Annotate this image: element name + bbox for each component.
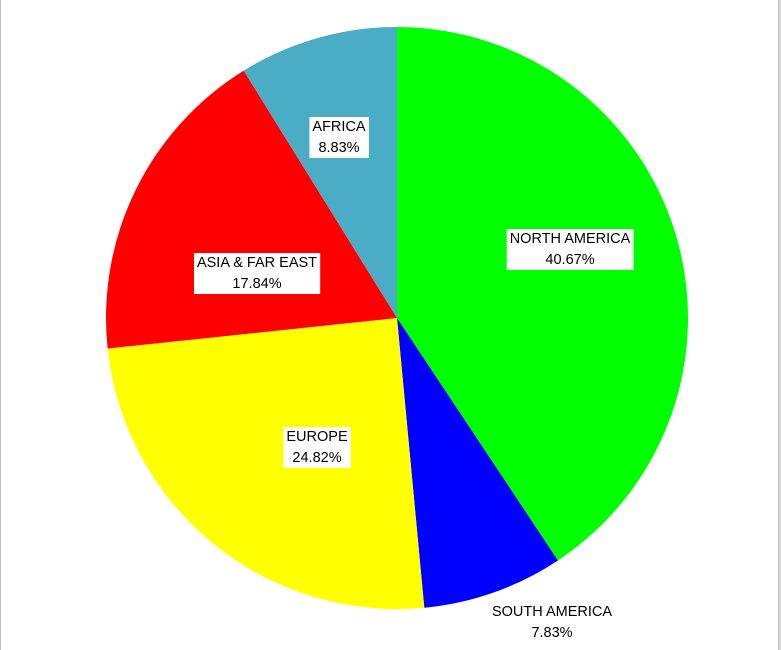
label-box-north-america [506,229,634,270]
label-box-asia-far-east [194,253,321,294]
data-label-north-america: NORTH AMERICA 40.67% [506,229,634,270]
pie-slice-asia-far-east [106,70,398,349]
pie-slice-north-america [397,27,688,561]
slice-label-africa: AFRICA [312,119,366,135]
data-label-africa: AFRICA 8.83% [309,117,369,158]
label-box-europe [283,427,351,468]
slice-label-asia-far-east: ASIA & FAR EAST [197,255,317,271]
slice-value-africa: 8.83% [318,140,359,156]
slice-label-north-america: NORTH AMERICA [510,231,631,247]
slice-value-north-america: 40.67% [545,252,594,268]
slice-label-south-america: SOUTH AMERICA [492,604,612,620]
data-label-south-america: SOUTH AMERICA 7.83% [492,604,612,641]
pie-slice-africa [243,27,397,318]
slice-label-europe: EUROPE [286,429,348,445]
label-box-africa [309,117,369,158]
pie-slice-south-america [397,318,558,608]
pie-slice-europe [107,318,425,610]
slice-value-europe: 24.82% [292,450,341,466]
slice-value-south-america: 7.83% [531,625,572,641]
slice-value-asia-far-east: 17.84% [232,276,281,292]
data-label-europe: EUROPE 24.82% [283,427,351,468]
data-label-asia-far-east: ASIA & FAR EAST 17.84% [194,253,321,294]
